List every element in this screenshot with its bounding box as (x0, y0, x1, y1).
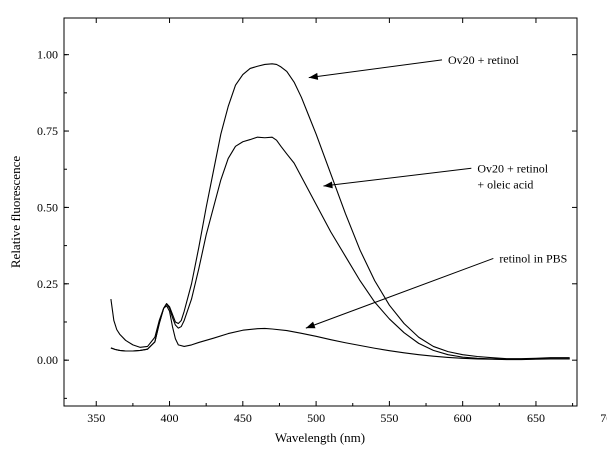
annotation-label-1: Ov20 + retinol (448, 53, 519, 67)
x-tick-label: 700 (600, 411, 607, 425)
annotation-layer: Ov20 + retinol Ov20 + retinol + oleic acid… (305, 53, 567, 329)
x-tick-label: 350 (87, 411, 105, 425)
y-axis-ticks: 0.00 0.25 0.50 0.75 1.00 (37, 48, 577, 399)
series-layer (110, 63, 570, 361)
annotation-arrow-1 (308, 59, 443, 79)
y-tick-label: 1.00 (37, 48, 58, 62)
annotation-arrowhead-1 (308, 72, 319, 80)
x-tick-label: 550 (380, 411, 398, 425)
annotation-label-2: + oleic acid (477, 177, 533, 191)
x-tick-label: 600 (454, 411, 472, 425)
annotation-label-3: retinol in PBS (499, 251, 567, 265)
annotation-arrow-2 (323, 167, 472, 187)
x-tick-label: 500 (307, 411, 325, 425)
y-tick-label: 0.25 (37, 277, 58, 291)
x-tick-label: 400 (161, 411, 179, 425)
y-tick-label: 0.00 (37, 353, 58, 367)
annotation-arrowhead-3 (305, 321, 316, 329)
y-tick-label: 0.50 (37, 200, 58, 214)
series-line-3 (110, 298, 570, 361)
y-tick-label: 0.75 (37, 124, 58, 138)
x-tick-label: 450 (234, 411, 252, 425)
series-line-1 (110, 63, 570, 360)
plot-frame (63, 17, 578, 407)
x-tick-label: 650 (527, 411, 545, 425)
annotation-arrow-3 (305, 257, 494, 329)
x-axis-ticks: 350 400 450 500 550 600 650 700 (87, 18, 607, 425)
annotation-arrowhead-2 (323, 181, 333, 189)
x-axis-label: Wavelength (nm) (275, 430, 365, 445)
annotation-label-2: Ov20 + retinol (477, 161, 548, 175)
y-axis-label: Relative fluorescence (8, 156, 23, 268)
